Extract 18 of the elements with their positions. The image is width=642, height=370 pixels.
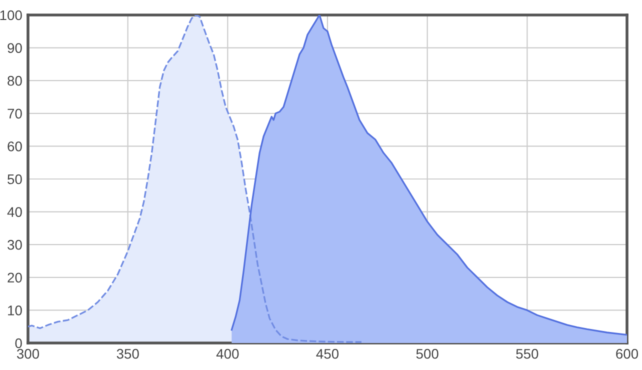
y-tick-label: 70 <box>8 108 22 119</box>
x-tick-label: 400 <box>216 348 239 359</box>
y-tick-label: 80 <box>8 76 22 86</box>
x-tick-label: 600 <box>616 348 638 359</box>
y-tick-label: 0 <box>15 338 22 348</box>
x-tick-label: 450 <box>316 348 339 359</box>
y-tick-label: 40 <box>7 207 22 217</box>
y-tick-label: 30 <box>8 240 22 250</box>
y-tick-label: 50 <box>8 174 22 184</box>
x-tick-label: 500 <box>416 348 438 359</box>
x-tick-label: 300 <box>16 348 40 359</box>
y-tick-label: 10 <box>8 306 22 316</box>
y-tick-label: 60 <box>8 142 22 152</box>
x-tick-label: 550 <box>516 348 538 359</box>
y-tick-label: 20 <box>8 272 22 283</box>
y-tick-label: 90 <box>8 43 22 53</box>
y-tick-label: 100 <box>0 10 22 20</box>
x-tick-label: 350 <box>116 348 139 359</box>
